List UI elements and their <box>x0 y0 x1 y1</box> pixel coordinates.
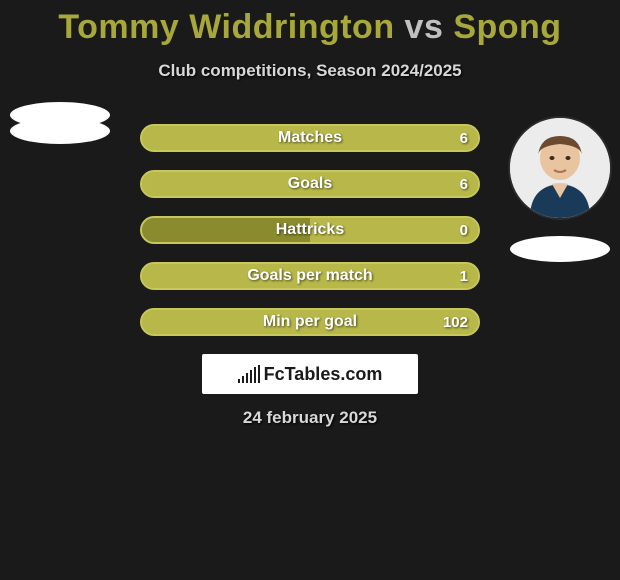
stat-value-right: 1 <box>460 268 468 285</box>
stat-label: Goals per match <box>142 267 478 285</box>
stat-value-right: 6 <box>460 176 468 193</box>
player2-club-placeholder <box>510 236 610 262</box>
comparison-title: Tommy Widdrington vs Spong <box>0 0 620 47</box>
stat-row: Matches6 <box>140 124 480 152</box>
player1-club-placeholder <box>10 102 110 128</box>
player2-name: Spong <box>453 8 561 46</box>
stat-row: Goals per match1 <box>140 262 480 290</box>
stat-value-right: 102 <box>443 314 468 331</box>
logo-bars-icon <box>238 365 260 383</box>
stat-label: Matches <box>142 129 478 147</box>
stat-value-right: 6 <box>460 130 468 147</box>
player2-column <box>500 118 620 262</box>
subtitle: Club competitions, Season 2024/2025 <box>0 61 620 81</box>
player1-name: Tommy Widdrington <box>58 8 394 46</box>
stat-label: Hattricks <box>142 221 478 239</box>
stat-label: Goals <box>142 175 478 193</box>
stat-row: Hattricks0 <box>140 216 480 244</box>
stat-row: Goals6 <box>140 170 480 198</box>
stats-container: Matches6Goals6Hattricks0Goals per match1… <box>140 124 480 336</box>
player2-photo-icon <box>510 118 610 218</box>
player2-avatar <box>510 118 610 218</box>
player1-column <box>0 118 120 128</box>
date-text: 24 february 2025 <box>0 408 620 428</box>
stat-label: Min per goal <box>142 313 478 331</box>
vs-text: vs <box>405 8 444 46</box>
stat-value-right: 0 <box>460 222 468 239</box>
stat-row: Min per goal102 <box>140 308 480 336</box>
logo-text: FcTables.com <box>264 364 383 385</box>
fctables-logo: FcTables.com <box>202 354 418 394</box>
